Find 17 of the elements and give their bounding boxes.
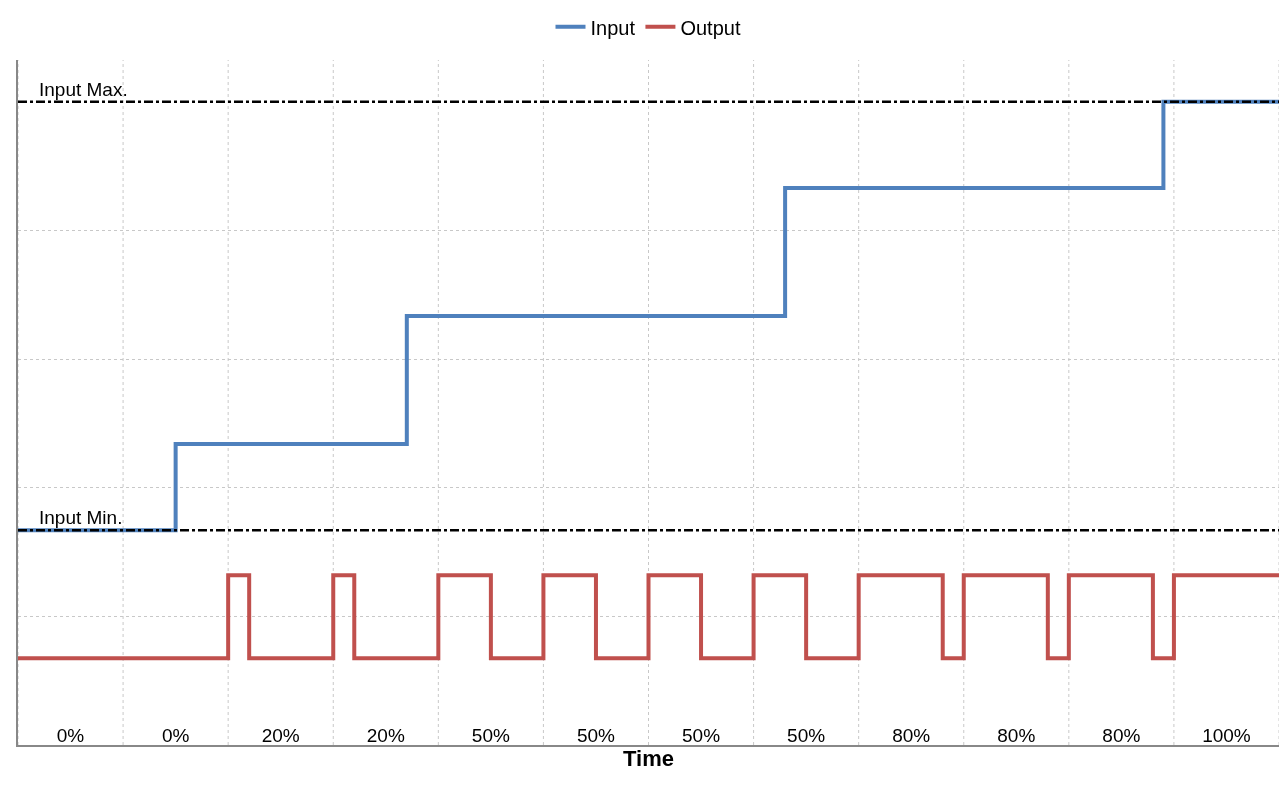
x-axis-title: Time — [623, 745, 674, 771]
x-tick-label: 50% — [682, 725, 721, 747]
x-tick-label: 100% — [1202, 725, 1251, 747]
x-tick-label: 80% — [1102, 725, 1141, 747]
x-tick-label: 80% — [892, 725, 931, 747]
legend-label: Input — [590, 16, 636, 39]
x-tick-label: 50% — [787, 725, 826, 747]
x-tick-label: 50% — [471, 725, 510, 747]
x-tick-label: 0% — [161, 725, 190, 747]
x-tick-label: 20% — [366, 725, 405, 747]
legend-label: Output — [680, 16, 741, 39]
x-tick-label: 80% — [997, 725, 1036, 747]
x-tick-label: 0% — [56, 725, 85, 747]
x-tick-label: 20% — [261, 725, 300, 747]
x-tick-label: 50% — [576, 725, 616, 747]
ref-line-label: Input Max. — [39, 79, 128, 100]
ref-line-label: Input Min. — [39, 507, 123, 528]
